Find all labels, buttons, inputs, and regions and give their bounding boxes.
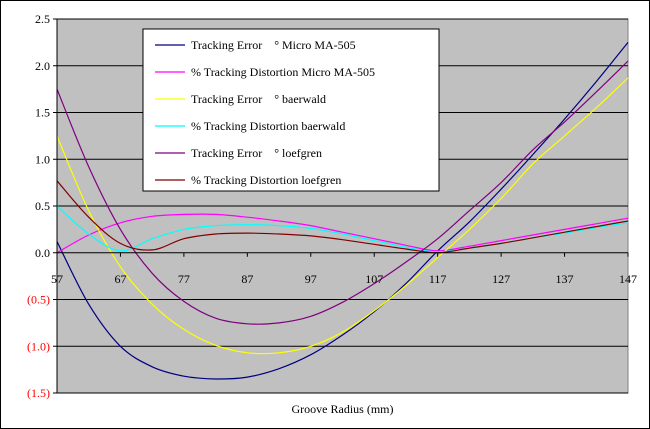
x-tick-label: 77 [178, 272, 190, 286]
x-tick-label: 127 [492, 272, 510, 286]
y-tick-label: (1.0) [27, 339, 50, 353]
legend: Tracking Error ° Micro MA-505 % Tracking … [142, 28, 440, 192]
legend-label: Tracking Error ° Micro MA-505 [191, 38, 356, 52]
x-tick-label: 107 [365, 272, 383, 286]
y-tick-label: 1.0 [35, 152, 50, 166]
y-tick-label: (1.5) [27, 386, 50, 400]
y-tick-label: 0.0 [35, 246, 50, 260]
x-tick-label: 87 [241, 272, 253, 286]
series-lines [56, 42, 629, 380]
legend-label: Tracking Error ° baerwald [191, 92, 326, 106]
legend-label: % Tracking Distortion Micro MA-505 [191, 65, 375, 79]
x-tick-label: 57 [51, 272, 63, 286]
x-tick-label: 117 [429, 272, 447, 286]
x-axis-label: Groove Radius (mm) [292, 402, 394, 416]
y-tick-label: 1.5 [35, 106, 50, 120]
legend-label: Tracking Error ° loefgren [191, 146, 322, 160]
y-axis-ticks: 2.5 2.0 1.5 1.0 0.5 0.0 (0.5) (1.0) (1.5) [27, 12, 57, 400]
legend-label: % Tracking Distortion loefgren [191, 173, 341, 187]
x-tick-label: 97 [305, 272, 317, 286]
legend-label: % Tracking Distortion baerwald [191, 119, 345, 133]
series-line-2 [56, 213, 629, 254]
y-tick-label: 0.5 [35, 199, 50, 213]
series-line-6 [56, 180, 629, 254]
x-tick-label: 67 [114, 272, 126, 286]
x-axis-ticks: 57 67 77 87 97 107 117 127 137 147 [51, 252, 637, 286]
y-tick-label: 2.0 [35, 59, 50, 73]
series-line-1 [56, 42, 629, 380]
x-tick-label: 137 [556, 272, 574, 286]
x-tick-label: 147 [619, 272, 637, 286]
y-tick-label: 2.5 [35, 12, 50, 26]
y-tick-label: (0.5) [27, 293, 50, 307]
series-line-3 [56, 77, 629, 355]
legend-box [142, 28, 440, 192]
series-line-5 [56, 60, 629, 325]
